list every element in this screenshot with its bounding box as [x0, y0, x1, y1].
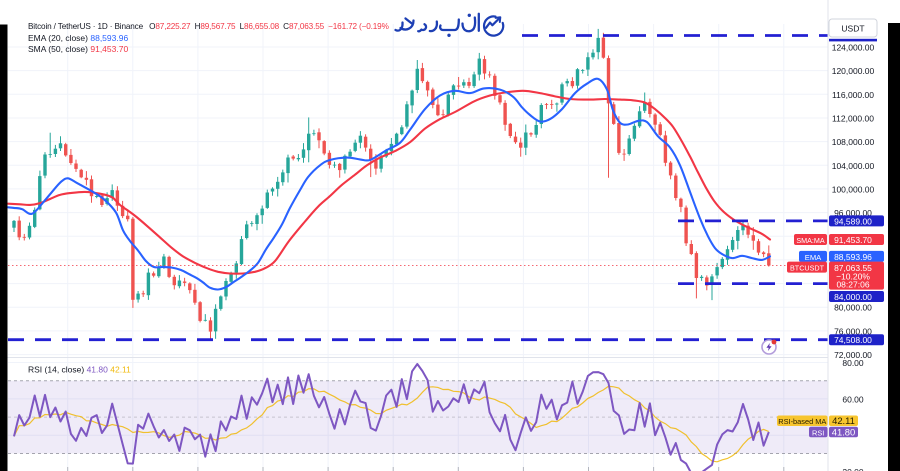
svg-text:112,000.00: 112,000.00 — [832, 114, 874, 124]
svg-text:BTCUSDT: BTCUSDT — [790, 264, 825, 273]
svg-text:124,000.00: 124,000.00 — [832, 43, 875, 53]
svg-text:76,000.00: 76,000.00 — [834, 326, 872, 336]
svg-text:104,000.00: 104,000.00 — [832, 161, 875, 171]
svg-text:08:27:06: 08:27:06 — [836, 280, 869, 290]
svg-text:100,000.00: 100,000.00 — [832, 184, 875, 194]
svg-text:87,063.55: 87,063.55 — [834, 263, 872, 273]
svg-text:72,000.00: 72,000.00 — [834, 350, 872, 360]
svg-text:80,000.00: 80,000.00 — [834, 303, 872, 313]
svg-text:RSI-based MA: RSI-based MA — [778, 417, 826, 426]
svg-text:SMA (50, close) 91,453.70: SMA (50, close) 91,453.70 — [28, 44, 128, 54]
svg-text:108,000.00: 108,000.00 — [832, 137, 875, 147]
svg-text:−10.20%: −10.20% — [836, 271, 870, 281]
svg-text:94,589.00: 94,589.00 — [834, 216, 872, 226]
svg-text:88,593.96: 88,593.96 — [834, 252, 872, 262]
svg-text:91,453.70: 91,453.70 — [834, 235, 872, 245]
svg-text:116,000.00: 116,000.00 — [832, 90, 874, 100]
svg-text:60.00: 60.00 — [842, 394, 864, 404]
svg-text:Bitcoin / TetherUS · 1D · Bina: Bitcoin / TetherUS · 1D · Binance O87,22… — [28, 22, 389, 31]
svg-text:EMA: EMA — [805, 253, 822, 262]
svg-text:42.11: 42.11 — [832, 415, 855, 426]
svg-text:RSI: RSI — [812, 429, 824, 438]
svg-text:USDT: USDT — [841, 24, 864, 34]
svg-text:41.80: 41.80 — [832, 427, 855, 438]
svg-text:96,000.00: 96,000.00 — [834, 208, 872, 218]
svg-text:SMA:MA: SMA:MA — [796, 236, 825, 245]
svg-text:RSI (14, close) 41.80 42.11: RSI (14, close) 41.80 42.11 — [28, 365, 131, 375]
svg-text:EMA (20, close) 88,593.96: EMA (20, close) 88,593.96 — [28, 33, 128, 43]
svg-text:74,508.00: 74,508.00 — [834, 335, 872, 345]
svg-text:20.00: 20.00 — [842, 467, 864, 471]
svg-text:84,000.00: 84,000.00 — [834, 292, 872, 302]
svg-text:120,000.00: 120,000.00 — [832, 66, 875, 76]
svg-text:80.00: 80.00 — [842, 358, 864, 368]
